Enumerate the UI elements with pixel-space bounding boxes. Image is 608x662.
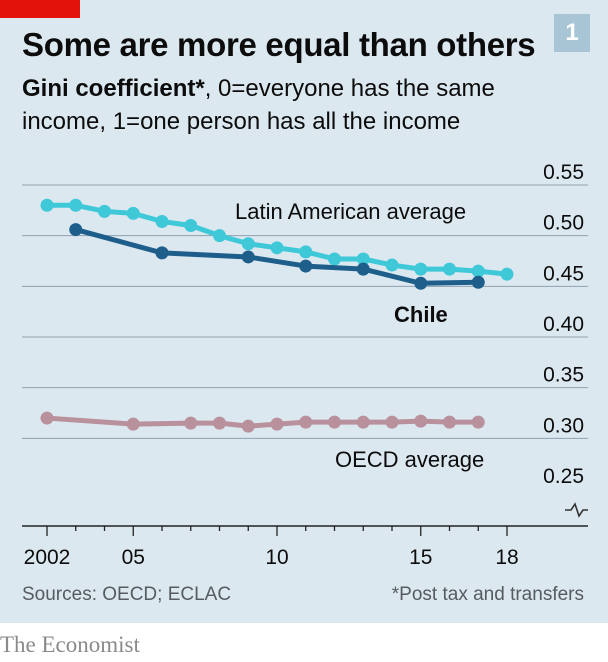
latin-american-average-point	[270, 241, 284, 255]
chile-point	[471, 275, 485, 289]
y-tick-label: 0.55	[543, 161, 584, 184]
x-tick-label: 18	[495, 546, 518, 569]
latin-american-average-label: Latin American average	[235, 199, 466, 224]
chile-point	[414, 276, 428, 290]
oecd-average-point	[270, 417, 284, 431]
oecd-average-point	[471, 415, 485, 429]
y-tick-label: 0.35	[543, 364, 584, 387]
chile-point	[299, 259, 313, 273]
latin-american-average-point	[126, 206, 140, 220]
footnote-text: *Post tax and transfers	[391, 584, 584, 605]
subtitle-description: , 0=everyone has the same income, 1=one …	[22, 75, 495, 135]
oecd-average-point	[299, 415, 313, 429]
latin-american-average-point	[328, 252, 341, 266]
oecd-average-point	[40, 411, 54, 425]
oecd-average-point	[385, 415, 399, 429]
oecd-average-line	[46, 415, 479, 429]
oecd-average-point	[241, 419, 255, 433]
chile-label: Chile	[394, 302, 448, 327]
chile-point	[69, 223, 83, 237]
latin-american-average-point	[69, 198, 83, 212]
latin-american-average-point	[443, 262, 456, 276]
latin-american-average-point	[414, 262, 428, 276]
x-tick-label: 10	[265, 546, 288, 569]
x-axis-ticks	[46, 526, 508, 536]
latin-american-average-point	[241, 237, 255, 251]
latin-american-average-point	[184, 219, 198, 233]
latin-american-average-point	[98, 204, 111, 218]
chile-point	[155, 246, 169, 260]
y-tick-label: 0.45	[543, 262, 584, 285]
chile-point	[241, 250, 255, 264]
oecd-average-point	[443, 415, 456, 429]
gridlines	[22, 184, 588, 439]
brand-red-tab	[0, 0, 80, 18]
latin-american-average-point	[155, 214, 169, 228]
oecd-average-point	[414, 414, 428, 428]
y-tick-label: 0.40	[543, 313, 584, 336]
x-tick-label: 2002	[24, 546, 71, 569]
x-axis-tick-labels: 2002 05 10 15 18	[24, 546, 519, 569]
chart-subtitle: Gini coefficient*, 0=everyone has the sa…	[22, 72, 582, 138]
chart-panel	[0, 0, 608, 623]
latin-american-average-point	[213, 229, 226, 243]
oecd-average-point	[356, 415, 370, 429]
latin-american-average-point	[299, 245, 313, 259]
latin-american-average-point	[40, 198, 54, 212]
axis-break-symbol	[565, 502, 588, 518]
chart-number-badge: 1	[554, 14, 590, 52]
chile-line	[75, 227, 479, 286]
x-tick-label: 05	[122, 546, 145, 569]
x-tick-label: 15	[409, 546, 432, 569]
series-oecd-average: OECD average	[40, 411, 485, 472]
economist-logo: The Economist	[0, 632, 140, 657]
y-axis-tick-labels: 0.25 0.30 0.35 0.40 0.45 0.50 0.55	[543, 161, 584, 488]
latin-american-average-point	[356, 252, 370, 266]
chart-title: Some are more equal than others	[22, 26, 536, 63]
subtitle-measure: Gini coefficient*	[22, 75, 205, 102]
oecd-average-point	[184, 416, 198, 430]
oecd-average-point	[328, 415, 341, 429]
sources-text: Sources: OECD; ECLAC	[22, 584, 232, 605]
series-chile: Chile	[69, 223, 485, 327]
oecd-average-label: OECD average	[335, 447, 484, 472]
latin-american-average-point	[385, 258, 399, 272]
oecd-average-point	[126, 417, 140, 431]
y-tick-label: 0.25	[543, 465, 584, 488]
latin-american-average-point	[471, 264, 485, 278]
chile-point	[356, 262, 370, 276]
series-latin-american-average: Latin American average	[40, 198, 514, 281]
latin-american-average-point	[500, 267, 514, 281]
y-tick-label: 0.30	[543, 414, 584, 437]
line-chart: 0.25 0.30 0.35 0.40 0.45 0.50 0.55 2002 05 10 15 18…	[22, 161, 588, 569]
oecd-average-point	[213, 416, 226, 430]
y-tick-label: 0.50	[543, 212, 584, 235]
